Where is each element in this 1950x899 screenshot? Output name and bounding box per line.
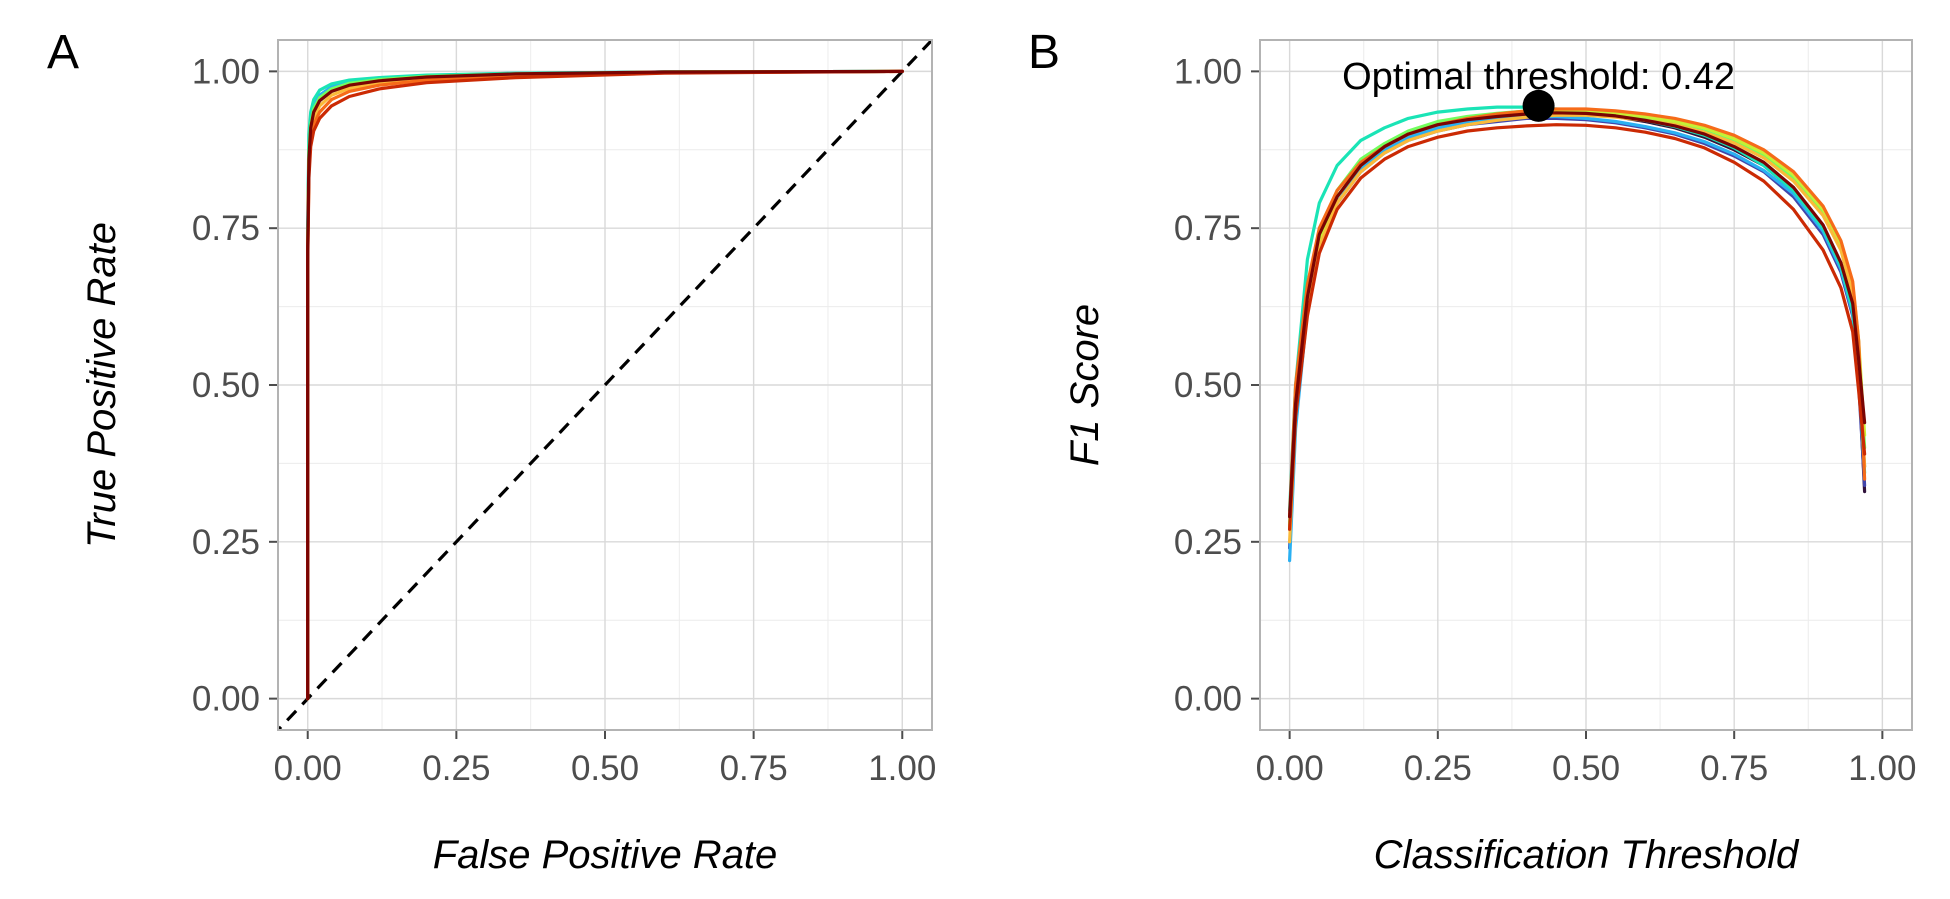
y-tick-label: 1.00 [192, 52, 260, 91]
f1-threshold-panel: 0.00 0.25 0.50 0.75 1.00 0.00 0.25 0.50 0.75 1.00… [1063, 39, 1916, 877]
y-tick-label: 0.25 [1174, 523, 1242, 562]
optimal-threshold-label: Optimal threshold: 0.42 [1342, 56, 1735, 98]
y-tick-label: 0.00 [192, 680, 260, 719]
y-tick-label: 0.00 [1174, 680, 1242, 719]
plot-area [278, 40, 932, 730]
y-tick-label: 0.75 [1174, 209, 1242, 248]
series-line-7 [1287, 113, 1867, 544]
x-tick-label: 0.25 [1404, 749, 1472, 788]
series-line-10 [1287, 111, 1867, 519]
y-axis-title: F1 Score [1063, 304, 1107, 466]
plot-frame [277, 39, 933, 731]
x-tick-label: 1.00 [868, 749, 936, 788]
series-line-8 [1287, 107, 1867, 519]
panel-letter-b: B [1028, 26, 1060, 79]
x-tick-label: 0.00 [1256, 749, 1324, 788]
plot-frame [1259, 39, 1913, 731]
y-tick-label: 0.50 [192, 366, 260, 405]
x-tick-label: 0.00 [274, 749, 342, 788]
x-tick-label: 0.50 [1552, 749, 1620, 788]
y-axis-title: True Positive Rate [80, 222, 124, 548]
x-axis-title: Classification Threshold [1374, 833, 1800, 877]
x-tick-label: 0.75 [720, 749, 788, 788]
y-tick-label: 0.50 [1174, 366, 1242, 405]
x-tick-label: 0.75 [1700, 749, 1768, 788]
y-tick-label: 0.75 [192, 209, 260, 248]
optimal-threshold-point [1522, 89, 1555, 122]
series-line-10 [306, 69, 904, 701]
x-tick-label: 1.00 [1848, 749, 1916, 788]
plot-area [1287, 105, 1867, 563]
chance-reference-line [278, 40, 932, 730]
series-line-3 [1287, 114, 1867, 563]
y-tick-label: 0.25 [192, 523, 260, 562]
x-tick-label: 0.25 [422, 749, 490, 788]
y-tick-label: 1.00 [1174, 52, 1242, 91]
x-tick-label: 0.50 [571, 749, 639, 788]
panel-letter-a: A [47, 26, 79, 79]
roc-curve-panel: 0.00 0.25 0.50 0.75 1.00 0.00 0.25 0.50 0.75 1.00… [80, 39, 936, 877]
series-line-9 [1287, 123, 1867, 531]
x-axis-title: False Positive Rate [433, 833, 778, 877]
